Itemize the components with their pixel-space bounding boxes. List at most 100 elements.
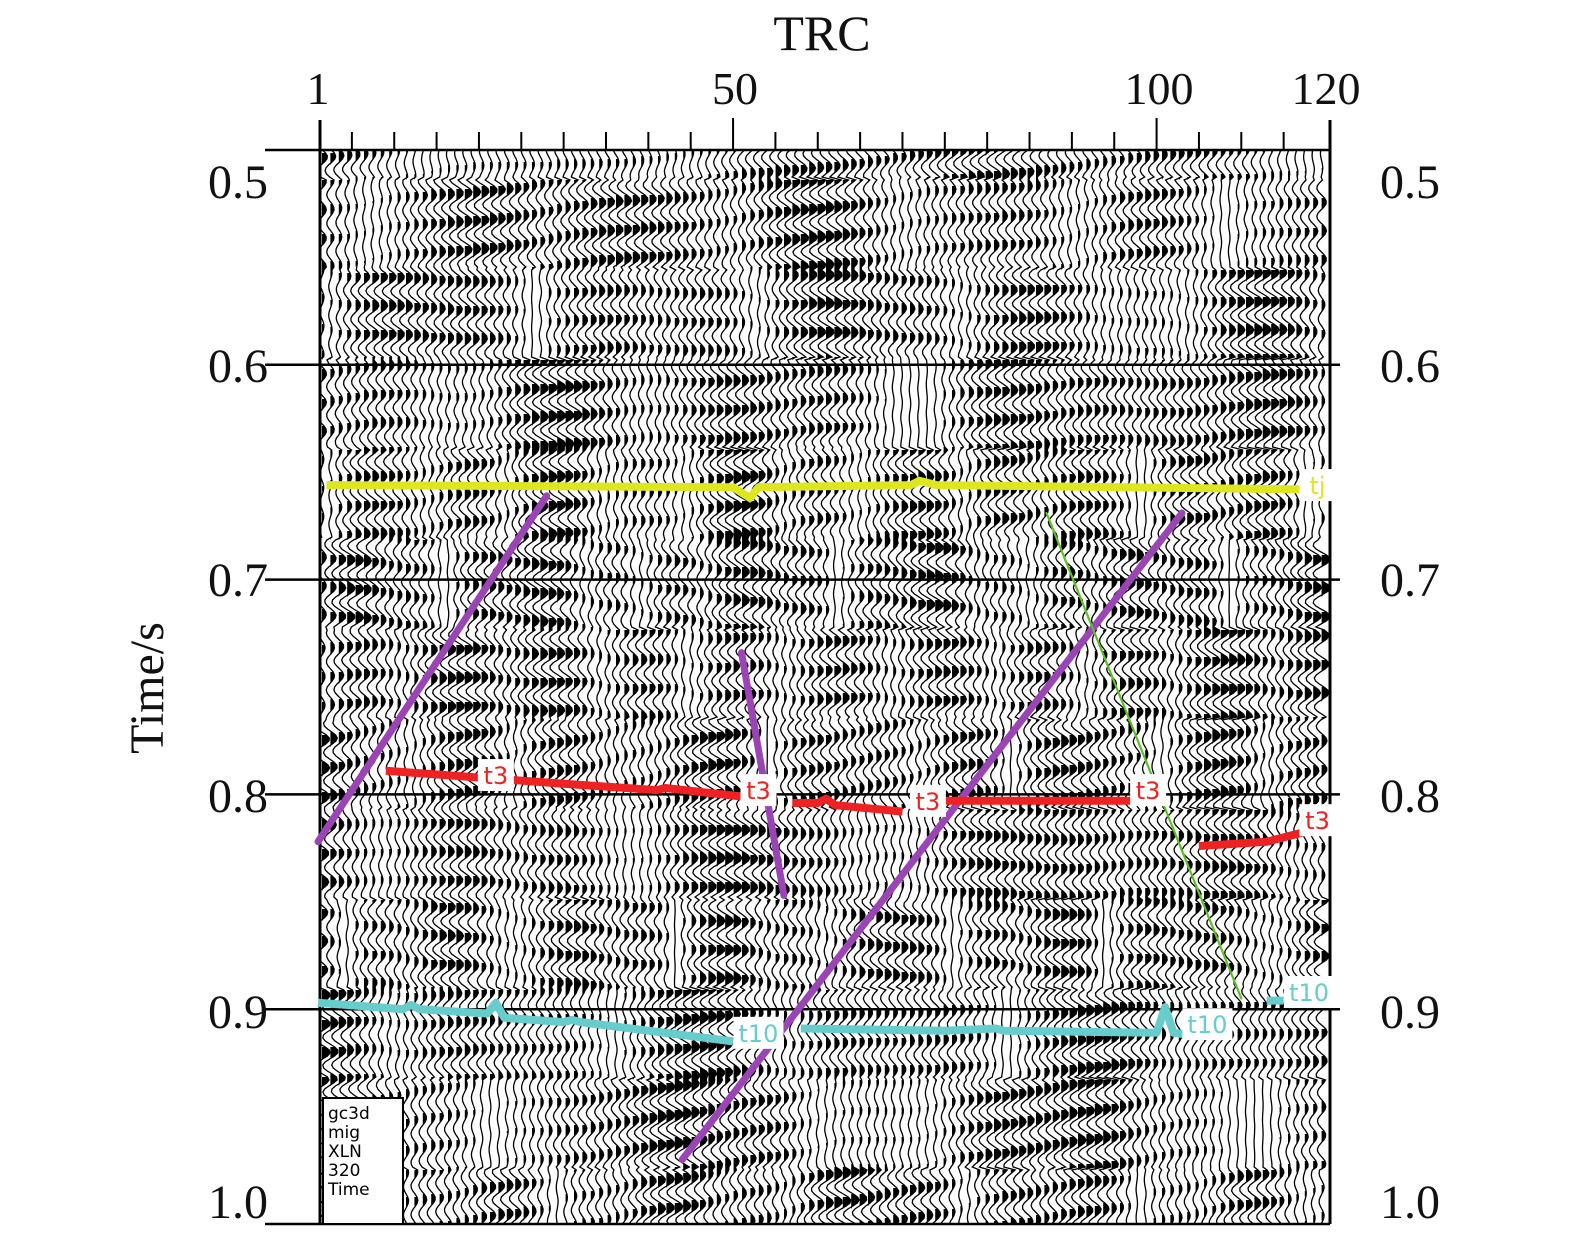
wiggle-trace-fill — [414, 150, 421, 1224]
wiggle-trace-fill — [406, 150, 413, 1209]
horizon-label-box — [740, 774, 777, 807]
horizon-labels: tj t3 t3 t3 t3 t3 t10 t10 t10 — [477, 469, 1336, 1049]
wiggle-trace-fill — [448, 165, 456, 1224]
wiggle-trace-fill — [700, 150, 709, 1212]
fault-line — [314, 492, 551, 846]
wiggle-trace-fill — [1010, 150, 1018, 1224]
wiggle-trace-fill — [532, 162, 540, 1218]
y-tick-label-left: 0.9 — [208, 986, 268, 1039]
y-tick-label-right: 0.7 — [1380, 554, 1440, 607]
wiggle-trace-fill — [968, 150, 976, 1209]
wiggle-trace-fill — [943, 150, 952, 1221]
y-tick-label-right: 1.0 — [1380, 1176, 1440, 1229]
wiggle-trace-fill — [1002, 150, 1010, 1224]
wiggle-trace-fill — [1019, 150, 1027, 1224]
wiggle-trace-fill — [666, 153, 675, 1215]
info-line: XLN 320 — [328, 1142, 362, 1181]
fault-line — [738, 649, 788, 899]
y-tick-label-left: 0.7 — [208, 554, 268, 607]
wiggle-trace-fill — [616, 159, 624, 1224]
info-line: mig — [328, 1123, 361, 1143]
y-axis-title: Time/s — [121, 622, 174, 754]
wiggle-trace-fill — [1271, 150, 1279, 1224]
wiggle-trace-fill — [758, 150, 766, 1224]
y-tick-label-left: 0.5 — [208, 156, 268, 209]
wiggle-trace-fill — [607, 159, 615, 1224]
x-axis-title: TRC — [773, 5, 870, 61]
horizon-label-t10: t10 — [738, 1020, 778, 1048]
wiggle-trace-fill — [792, 165, 800, 1215]
horizon-label-t10: t10 — [1187, 1011, 1227, 1039]
wiggle-trace-fill — [809, 162, 818, 1212]
wiggle-trace-fill — [456, 165, 465, 1224]
wiggle-trace-fill — [439, 168, 447, 1224]
fault-lines — [314, 492, 1243, 1164]
horizon-label-t3: t3 — [1305, 807, 1330, 835]
horizon-label-box — [909, 784, 946, 817]
horizon-t10-segment — [317, 998, 734, 1046]
y-tick-label-right: 0.5 — [1380, 156, 1440, 209]
fault-line — [1045, 511, 1243, 1000]
wiggle-trace-fill — [649, 156, 658, 1218]
horizon-label-t3: t3 — [484, 762, 509, 790]
horizon-label-t3: t3 — [746, 777, 771, 805]
wiggle-trace-fill — [817, 162, 826, 1212]
wiggle-trace-fill — [851, 159, 860, 1224]
horizon-label-box — [477, 759, 514, 792]
horizon-tj-segment — [326, 476, 1310, 502]
wiggle-trace-fill — [372, 150, 379, 1224]
wiggle-trace-fill — [977, 150, 985, 1224]
wiggle-trace-fill — [1128, 153, 1136, 1212]
horizon-label-t10: t10 — [1289, 979, 1329, 1007]
wiggle-trace-fill — [800, 165, 809, 1215]
wiggle-trace-fill — [599, 159, 606, 1224]
y-tick-label-left: 0.8 — [208, 770, 268, 823]
wiggle-trace-fill — [641, 156, 648, 1218]
wiggle-trace-fill — [364, 150, 372, 1224]
wiggle-trace-fill — [842, 159, 851, 1224]
y-tick-label-left: 1.0 — [208, 1176, 268, 1229]
wiggle-trace-fill — [574, 159, 582, 1224]
time-tick-labels: 0.5 0.6 0.7 0.8 0.9 1.0 0.5 0.6 0.7 0.8 … — [208, 156, 1440, 1229]
wiggle-trace-fill — [1086, 159, 1095, 1218]
wiggle-trace-fill — [994, 150, 1002, 1224]
wiggle-trace-fill — [1052, 165, 1060, 1224]
trace-ticks — [350, 118, 1285, 150]
horizon-label-box — [1299, 804, 1336, 837]
horizon-label-box — [1182, 1008, 1233, 1041]
wiggle-trace-fill — [1036, 165, 1043, 1224]
wiggle-trace-fill — [784, 165, 791, 1221]
x-tick-label: 50 — [712, 63, 758, 114]
y-tick-label-left: 0.6 — [208, 340, 268, 393]
x-tick-label: 120 — [1292, 63, 1361, 114]
horizon-label-t3: t3 — [916, 788, 941, 816]
horizon-label-t3: t3 — [1136, 777, 1161, 805]
wiggle-trace-fill — [1120, 156, 1127, 1215]
horizon-t3-segment — [385, 766, 742, 801]
horizon-label-box — [1130, 774, 1167, 807]
wiggle-trace-fill — [775, 165, 782, 1224]
wiggle-trace-fill — [548, 162, 558, 1212]
wiggle-trace-fill — [1027, 168, 1035, 1224]
horizon-label-box — [733, 1016, 784, 1049]
wiggle-trace-lines — [320, 150, 1330, 1224]
wiggle-trace-fill — [691, 150, 700, 1212]
wiggle-trace-fill — [1094, 159, 1103, 1218]
x-tick-label: 1 — [307, 63, 330, 114]
info-line: gc3d — [328, 1104, 370, 1124]
info-line: Time — [328, 1180, 370, 1200]
wiggle-trace-fill — [859, 159, 867, 1224]
x-tick-label: 100 — [1125, 63, 1194, 114]
wiggle-trace-fill — [834, 162, 843, 1224]
section-info-box: gc3d mig XLN 320 Time — [322, 1097, 404, 1225]
wiggle-trace-fill — [1204, 150, 1212, 1218]
horizon-label-box — [1284, 976, 1335, 1009]
wiggle-trace-fill — [1313, 198, 1322, 1224]
wiggle-trace-fill — [540, 162, 549, 1218]
wiggle-trace-fill — [582, 159, 590, 1224]
fault-line — [678, 509, 1186, 1164]
wiggle-trace-fill — [683, 150, 692, 1215]
wiggle-trace-fill — [565, 159, 574, 1224]
y-tick-label-right: 0.8 — [1380, 770, 1440, 823]
